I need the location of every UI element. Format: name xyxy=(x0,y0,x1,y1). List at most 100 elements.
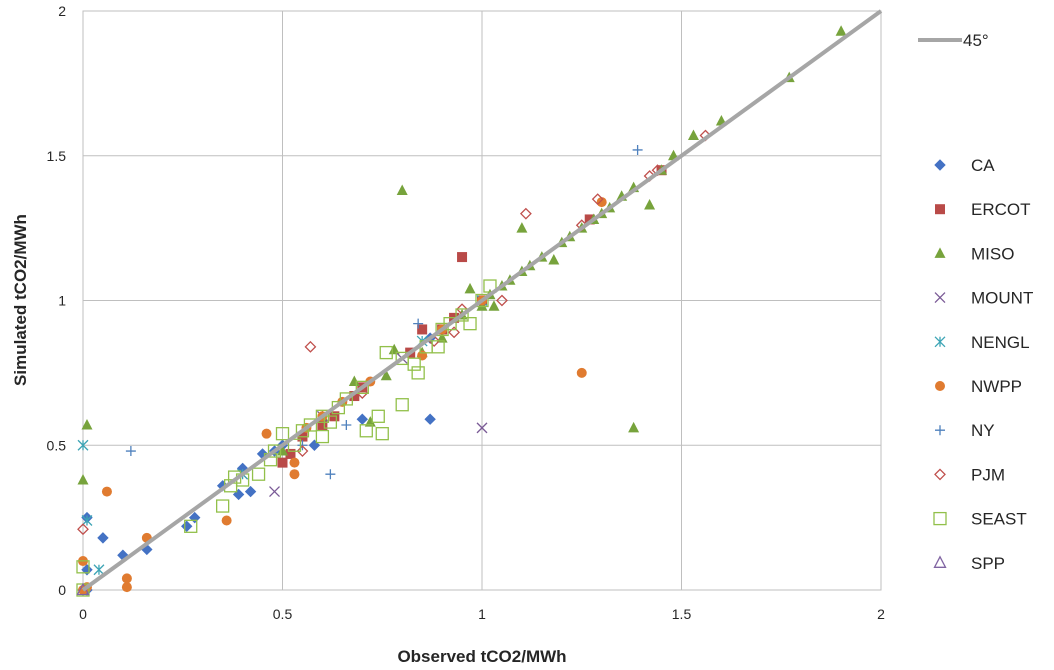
data-point-nengl xyxy=(93,564,105,576)
data-point-ny xyxy=(341,419,352,430)
legend-item-mount: MOUNT xyxy=(934,289,1033,308)
data-point-nwpp xyxy=(121,573,132,584)
legend-label-miso: MISO xyxy=(971,244,1014,263)
legend-item-ca: CA xyxy=(934,156,995,175)
data-point-miso xyxy=(464,282,476,294)
y-tick-label: 0 xyxy=(58,582,66,598)
data-point-seast xyxy=(395,398,409,412)
data-point-miso xyxy=(277,445,288,456)
legend-marker-ca xyxy=(934,159,946,171)
data-point-pjm xyxy=(77,523,89,536)
data-point-ercot xyxy=(317,419,328,430)
data-point-nwpp xyxy=(289,457,300,468)
legend-label-nwpp: NWPP xyxy=(971,377,1022,396)
legend-label-ny: NY xyxy=(971,421,995,440)
legend-marker-ny xyxy=(935,425,945,436)
series-pjm xyxy=(77,129,712,536)
legend-item-reference: 45° xyxy=(918,31,989,50)
data-point-nwpp xyxy=(221,515,232,526)
legend-marker-nwpp xyxy=(935,381,945,391)
data-point-ca xyxy=(189,511,201,524)
data-point-seast xyxy=(455,308,469,322)
x-tick-label: 0 xyxy=(79,606,87,622)
x-axis-title: Observed tCO2/MWh xyxy=(397,647,566,666)
data-point-nwpp xyxy=(261,428,272,439)
y-tick-labels: 0 0.5 1 1.5 2 xyxy=(47,3,67,598)
data-point-miso xyxy=(644,198,656,210)
legend-item-ercot: ERCOT xyxy=(935,200,1031,219)
data-point-miso xyxy=(687,129,699,140)
data-point-nengl xyxy=(81,515,93,526)
data-point-ercot xyxy=(417,324,428,335)
x-tick-label: 0.5 xyxy=(273,606,293,622)
data-point-nwpp xyxy=(289,469,300,480)
data-point-nengl xyxy=(77,439,89,451)
data-point-miso xyxy=(436,332,448,343)
legend-item-miso: MISO xyxy=(934,244,1014,263)
data-point-seast xyxy=(359,424,373,438)
y-tick-label: 0.5 xyxy=(47,437,67,453)
legend-marker-nengl xyxy=(934,336,946,348)
data-point-ercot xyxy=(584,214,595,225)
data-point-seast xyxy=(475,293,489,308)
data-point-seast xyxy=(375,427,389,441)
legend-label-mount: MOUNT xyxy=(971,289,1033,308)
data-point-miso xyxy=(77,473,89,485)
data-point-pjm xyxy=(519,207,532,220)
data-point-seast xyxy=(411,366,425,380)
data-point-ca xyxy=(424,413,436,425)
data-point-pjm xyxy=(496,294,508,307)
legend-marker-spp xyxy=(933,555,947,568)
data-point-miso xyxy=(488,300,500,311)
data-point-miso xyxy=(81,418,93,430)
data-point-ercot xyxy=(277,457,288,468)
data-point-miso xyxy=(476,300,488,311)
x-tick-labels: 0 0.5 1 1.5 2 xyxy=(79,606,885,622)
data-point-ca xyxy=(97,532,109,544)
data-point-pjm xyxy=(591,193,604,206)
data-point-ny xyxy=(632,144,643,155)
data-point-ca xyxy=(308,439,321,451)
legend-label-seast: SEAST xyxy=(971,510,1027,529)
legend-label-ca: CA xyxy=(971,156,995,175)
data-point-seast xyxy=(463,317,477,331)
y-tick-label: 2 xyxy=(58,3,66,19)
data-point-ca xyxy=(181,520,193,533)
data-point-seast xyxy=(371,409,385,423)
data-point-seast xyxy=(443,317,457,331)
data-point-nwpp xyxy=(576,367,587,378)
data-point-mount xyxy=(476,422,488,434)
data-point-miso xyxy=(388,343,400,355)
data-point-miso xyxy=(628,421,640,433)
reference-line xyxy=(81,9,883,592)
legend-item-ny: NY xyxy=(935,421,995,440)
data-point-ca xyxy=(356,413,369,425)
data-point-seast xyxy=(407,357,421,371)
data-point-seast xyxy=(287,438,302,452)
data-point-seast xyxy=(251,467,266,481)
data-point-seast xyxy=(275,427,290,441)
data-point-pjm xyxy=(304,340,317,353)
legend-item-seast: SEAST xyxy=(933,510,1027,529)
plot-area xyxy=(82,10,882,591)
data-point-seast xyxy=(379,345,393,360)
data-point-seast xyxy=(76,560,90,574)
x-tick-label: 1 xyxy=(478,606,486,622)
data-point-pjm xyxy=(296,445,309,457)
data-point-miso xyxy=(548,253,560,265)
data-point-seast xyxy=(483,279,497,293)
legend-marker-miso xyxy=(934,247,946,258)
data-point-ny xyxy=(413,318,424,329)
data-point-seast xyxy=(339,392,353,406)
legend-item-spp: SPP xyxy=(933,554,1005,573)
legend-marker-ercot xyxy=(935,204,945,215)
data-point-nwpp xyxy=(121,582,132,593)
data-point-miso xyxy=(516,222,528,233)
data-point-ercot xyxy=(349,391,360,402)
legend-item-nengl: NENGL xyxy=(934,333,1030,352)
data-point-miso xyxy=(348,375,360,387)
data-point-seast xyxy=(215,499,230,513)
data-point-nwpp xyxy=(417,350,428,361)
data-point-ny xyxy=(125,446,136,457)
